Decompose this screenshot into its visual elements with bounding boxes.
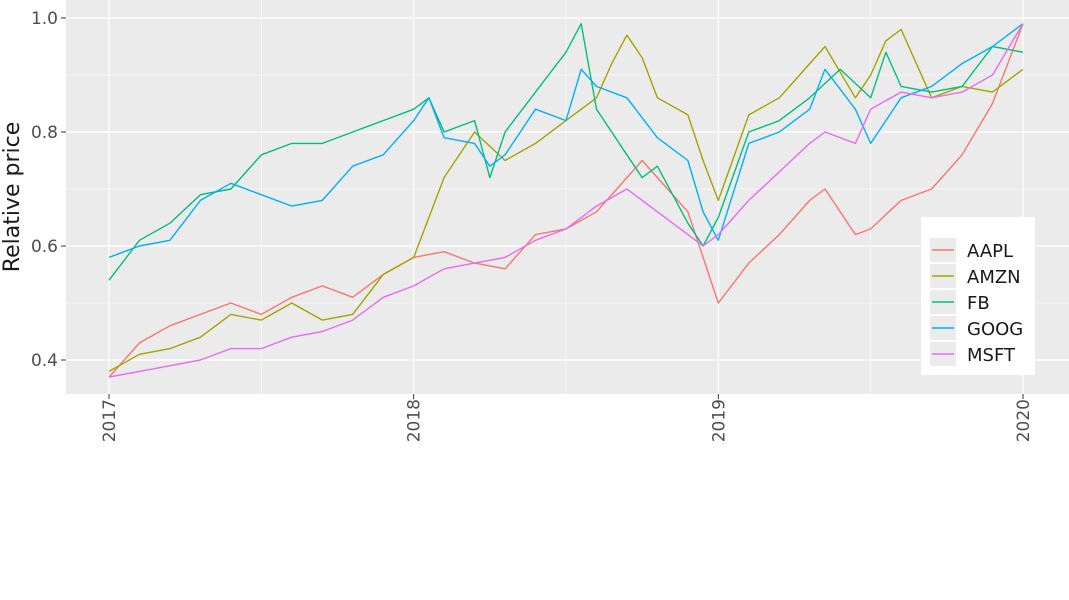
x-tick-label: 2017 [100,399,120,442]
y-tick-label: 0.8 [31,123,58,143]
legend-label-msft: MSFT [967,345,1016,366]
x-axis: 2017 2018 2019 2020 [100,394,1034,442]
y-tick-label: 1.0 [31,9,58,29]
legend-label-amzn: AMZN [967,267,1021,288]
legend-label-aapl: AAPL [967,241,1013,262]
legend-label-fb: FB [967,293,990,314]
x-tick-label: 2020 [1014,399,1034,442]
legend-label-goog: GOOG [967,319,1023,340]
y-axis: 0.4 0.6 0.8 1.0 [31,9,66,371]
series-line-fb [108,23,1024,281]
plot-panel [66,0,1069,394]
series-lines [108,23,1024,378]
y-axis-title: Relative price [0,122,25,272]
y-tick-label: 0.4 [31,351,58,371]
series-line-goog [108,23,1024,259]
x-tick-label: 2018 [405,399,425,442]
series-line-amzn [108,28,1024,373]
series-line-msft [108,23,1024,378]
series-line-aapl [108,23,1024,378]
y-tick-label: 0.6 [31,237,58,257]
legend: AAPL AMZN FB GOOG MSFT [921,217,1035,375]
x-tick-label: 2019 [709,399,729,442]
